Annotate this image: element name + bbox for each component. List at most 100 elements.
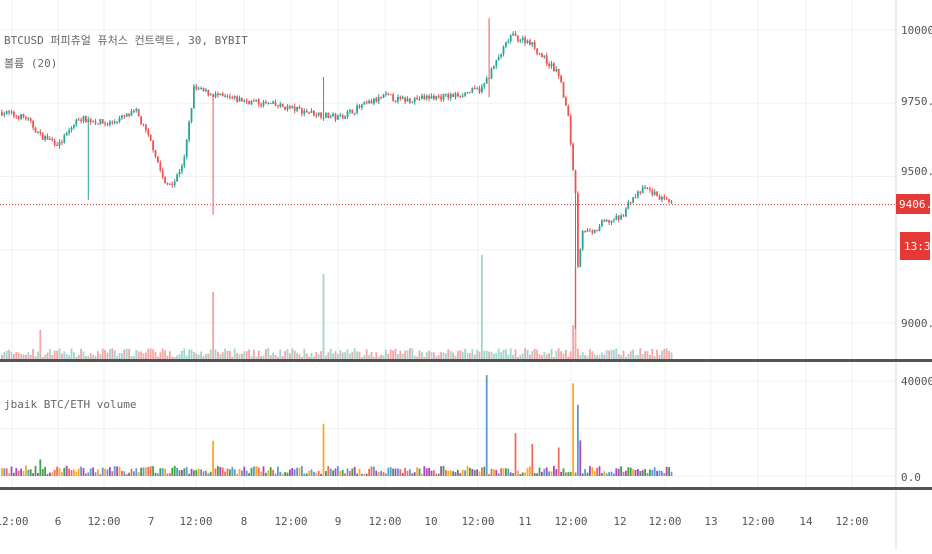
btc-eth-volume-bar[interactable] xyxy=(653,467,656,476)
candle-body[interactable] xyxy=(584,231,586,233)
candle-body[interactable] xyxy=(3,113,6,116)
btc-eth-volume-bar[interactable] xyxy=(387,467,390,476)
candle-body[interactable] xyxy=(533,42,536,49)
btc-eth-volume-bar[interactable] xyxy=(337,466,339,476)
btc-eth-volume-bar[interactable] xyxy=(183,468,186,476)
btc-eth-volume-bar[interactable] xyxy=(329,468,332,476)
candle-body[interactable] xyxy=(545,55,548,64)
candle-body[interactable] xyxy=(85,115,87,123)
candle-body[interactable] xyxy=(94,121,97,124)
btc-eth-volume-bar[interactable] xyxy=(327,466,330,476)
candle-body[interactable] xyxy=(416,97,418,100)
candle-body[interactable] xyxy=(236,96,238,102)
btc-eth-volume-bar[interactable] xyxy=(469,467,471,476)
btc-eth-volume-bar[interactable] xyxy=(193,470,195,476)
candle-body[interactable] xyxy=(493,66,495,69)
btc-eth-volume-bar[interactable] xyxy=(423,466,426,476)
candle-body[interactable] xyxy=(279,103,282,107)
candle-body[interactable] xyxy=(461,95,464,97)
candle-body[interactable] xyxy=(152,140,154,150)
btc-eth-volume-bar[interactable] xyxy=(85,473,87,476)
candle-body[interactable] xyxy=(207,89,210,96)
candle-body[interactable] xyxy=(469,92,471,94)
candle-body[interactable] xyxy=(421,95,423,100)
btc-eth-volume-bar[interactable] xyxy=(625,470,627,476)
btc-eth-volume-bar[interactable] xyxy=(502,468,505,476)
candle-body[interactable] xyxy=(265,101,267,104)
candle-body[interactable] xyxy=(339,115,342,117)
btc-eth-volume-bar[interactable] xyxy=(147,466,150,476)
candle-body[interactable] xyxy=(409,98,411,103)
btc-eth-volume-bar[interactable] xyxy=(214,468,217,476)
candle-body[interactable] xyxy=(397,96,399,102)
candle-body[interactable] xyxy=(8,111,10,113)
candle-body[interactable] xyxy=(394,100,397,102)
btc-eth-volume-bar[interactable] xyxy=(416,467,418,476)
candle-body[interactable] xyxy=(440,96,442,100)
btc-eth-volume-bar[interactable] xyxy=(104,468,106,476)
btc-eth-volume-bar[interactable] xyxy=(202,471,205,476)
btc-eth-volume-bar[interactable] xyxy=(481,467,483,476)
btc-eth-volume-bar[interactable] xyxy=(495,469,498,476)
btc-eth-volume-bar[interactable] xyxy=(433,470,435,476)
btc-eth-volume-bar[interactable] xyxy=(668,466,670,476)
btc-eth-volume-bar[interactable] xyxy=(382,472,385,476)
candle-body[interactable] xyxy=(401,97,404,99)
btc-eth-volume-bar[interactable] xyxy=(466,466,469,476)
btc-eth-volume-bar[interactable] xyxy=(303,473,306,476)
btc-eth-volume-bar[interactable] xyxy=(560,471,562,476)
btc-eth-volume-bar[interactable] xyxy=(39,459,42,476)
candle-body[interactable] xyxy=(320,112,322,118)
candle-body[interactable] xyxy=(188,121,190,140)
btc-eth-volume-bar[interactable] xyxy=(243,466,246,476)
btc-eth-volume-bar[interactable] xyxy=(521,472,524,476)
candle-body[interactable] xyxy=(137,109,140,117)
candle-body[interactable] xyxy=(627,202,630,209)
candle-body[interactable] xyxy=(553,63,555,72)
candle-body[interactable] xyxy=(154,149,157,157)
btc-eth-volume-bar[interactable] xyxy=(627,467,630,476)
candle-body[interactable] xyxy=(224,95,226,97)
candle-body[interactable] xyxy=(73,124,75,128)
candle-body[interactable] xyxy=(337,115,339,120)
candle-body[interactable] xyxy=(377,96,380,102)
btc-eth-volume-bar[interactable] xyxy=(250,467,253,476)
candle-body[interactable] xyxy=(209,94,212,96)
candle-body[interactable] xyxy=(241,98,243,102)
candle-body[interactable] xyxy=(169,183,171,185)
candle-body[interactable] xyxy=(658,196,661,200)
btc-eth-volume-bar[interactable] xyxy=(267,470,270,476)
btc-eth-volume-bar[interactable] xyxy=(284,472,286,476)
btc-eth-volume-bar[interactable] xyxy=(262,466,265,476)
candle-body[interactable] xyxy=(586,230,589,232)
candle-body[interactable] xyxy=(238,98,241,102)
candle-body[interactable] xyxy=(159,162,162,171)
btc-eth-volume-bar[interactable] xyxy=(605,473,608,476)
btc-eth-volume-bar[interactable] xyxy=(253,466,255,476)
candle-body[interactable] xyxy=(39,131,42,134)
btc-eth-volume-bar[interactable] xyxy=(171,467,174,476)
btc-eth-volume-bar[interactable] xyxy=(610,471,613,476)
candle-body[interactable] xyxy=(104,123,106,125)
btc-eth-volume-bar[interactable] xyxy=(363,473,366,476)
btc-eth-volume-bar[interactable] xyxy=(279,471,282,476)
btc-eth-volume-bar[interactable] xyxy=(663,473,666,476)
candle-body[interactable] xyxy=(327,112,330,118)
btc-eth-volume-bar[interactable] xyxy=(22,471,25,476)
btc-eth-volume-bar[interactable] xyxy=(346,468,349,476)
btc-eth-volume-bar[interactable] xyxy=(399,469,402,476)
candle-body[interactable] xyxy=(538,53,541,55)
candle-body[interactable] xyxy=(334,114,337,120)
btc-eth-volume-bar[interactable] xyxy=(157,473,159,476)
candle-body[interactable] xyxy=(353,112,356,114)
candle-body[interactable] xyxy=(452,94,454,97)
btc-eth-volume-bar[interactable] xyxy=(665,466,668,476)
candle-body[interactable] xyxy=(365,102,368,104)
btc-eth-volume-bar[interactable] xyxy=(353,466,356,476)
candle-body[interactable] xyxy=(61,141,63,143)
btc-eth-volume-bar[interactable] xyxy=(490,468,493,476)
btc-eth-volume-bar[interactable] xyxy=(421,473,423,476)
candle-body[interactable] xyxy=(483,83,486,87)
btc-eth-volume-bar[interactable] xyxy=(77,468,80,476)
